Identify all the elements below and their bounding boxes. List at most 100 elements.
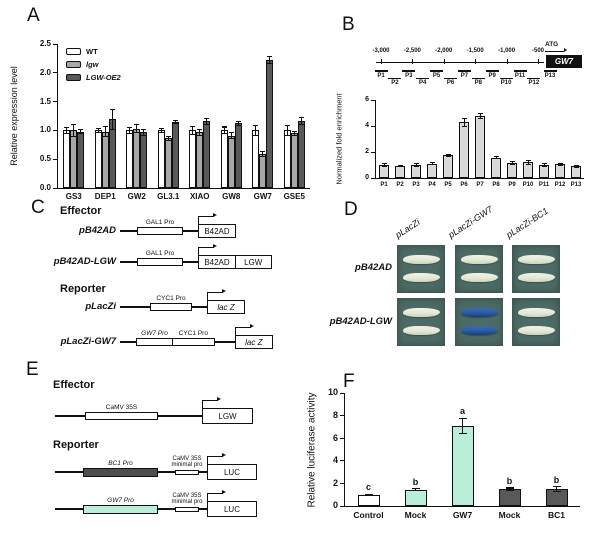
error-bar-cap [221, 133, 227, 135]
y-tick-mark [340, 392, 345, 394]
promoter-box-label-line: CaMV 35S [172, 492, 202, 499]
gene-box: LGW [201, 397, 253, 424]
error-bar-cap [284, 125, 290, 127]
error-bar-cap [102, 125, 108, 127]
error-bar-cap [505, 487, 514, 489]
y-tick-mark [53, 72, 58, 74]
error-bar-cap [573, 166, 579, 168]
error-bar [66, 127, 68, 134]
transcription-arrow [206, 453, 226, 465]
promoter-scale-tick [538, 58, 539, 64]
promoter-box-label: CaMV 35S [105, 404, 138, 412]
panel-c-effector-heading: Effector [60, 205, 102, 217]
error-bar [269, 56, 271, 63]
promoter-box: CaMV 35S minimal pro [171, 493, 203, 512]
legend-swatch [66, 48, 81, 55]
fragment-label: P10 [500, 80, 512, 86]
x-axis [57, 188, 310, 190]
panel-b-label: B [342, 14, 355, 35]
y-tick-label: 6 [365, 95, 369, 103]
y-tick-label: 2 [365, 147, 369, 155]
yeast-plate [397, 298, 445, 346]
error-bar-cap [381, 163, 387, 165]
y-tick-mark [340, 482, 345, 485]
error-bar-cap [172, 119, 178, 121]
error-bar [415, 163, 417, 167]
error-bar-cap [78, 132, 84, 134]
x-axis [344, 506, 580, 508]
legend-item: lgw [66, 58, 121, 71]
error-bar [174, 120, 176, 124]
white-yeast-streak [461, 255, 498, 264]
error-bar-cap [541, 166, 547, 168]
error-bar [129, 127, 131, 134]
x-tick-label: GW8 [222, 191, 241, 201]
gene-box-label: LUC [223, 467, 240, 477]
error-bar-cap [109, 108, 115, 110]
construct-line [158, 508, 175, 510]
error-bar-cap [381, 165, 387, 167]
transcription-arrowhead [249, 324, 254, 328]
transcription-arrow [197, 213, 217, 225]
construct-line [183, 230, 198, 232]
x-tick-label: GSE5 [283, 191, 305, 201]
error-bar [415, 488, 416, 491]
construct-line [158, 471, 175, 473]
error-bar-cap [95, 131, 101, 133]
fragment-label: P11 [514, 72, 526, 79]
x-axis [375, 178, 584, 180]
x-tick-label: P8 [492, 181, 500, 188]
fragment-line [485, 70, 499, 72]
atg-arrowhead [564, 48, 567, 53]
error-bar [206, 118, 208, 125]
construct-line [183, 261, 198, 263]
promoter-box-label: CYC1 Pro [156, 295, 186, 303]
error-bar-cap [413, 163, 419, 165]
y-tick-mark [371, 99, 376, 101]
yeast-plate [512, 298, 560, 346]
construct-row: GW7 Pro CYC1 Pro lac Z [120, 324, 273, 349]
error-bar [509, 487, 510, 491]
panel-c-label: C [31, 197, 45, 218]
error-bar-cap [445, 155, 451, 157]
blue-yeast-streak [461, 308, 498, 317]
error-bar-cap [284, 134, 290, 136]
y-tick-mark [53, 101, 58, 103]
error-bar-cap [158, 132, 164, 134]
fragment-line [527, 77, 541, 79]
white-yeast-streak [403, 308, 440, 317]
construct-line [214, 341, 235, 343]
x-tick-label: XIAO [189, 191, 210, 201]
y-tick-label: 1.5 [39, 96, 51, 106]
chip-enrichment-bar-chart: 0 2 4 6 Normalized fold enrichment P1 P2 P3 P4 P5… [335, 90, 596, 196]
y-tick-label: 4 [332, 455, 338, 466]
gw7-gene-box: GW7 [546, 55, 582, 68]
promoter-box: CYC1 Pro [150, 295, 192, 311]
significance-letter: a [459, 406, 465, 417]
promoter-position-label: -3,000 [372, 48, 390, 54]
y-tick-mark [340, 437, 345, 439]
error-bar [104, 126, 106, 137]
promoter-scale-tick [381, 58, 382, 64]
transcription-arrow [206, 490, 226, 502]
fragment-label: P2 [391, 80, 399, 86]
error-bar-cap [429, 164, 435, 166]
panel-d-label: D [344, 199, 358, 220]
error-bar-cap [573, 164, 579, 166]
atg-label: ATG [545, 41, 559, 48]
significance-letter: b [553, 474, 560, 485]
transcription-arrowhead [221, 490, 226, 494]
gene-box-label: B42AD [204, 226, 230, 236]
plate-row-label-pb42ad-lgw: pB42AD-LGW [329, 316, 392, 327]
error-bar-cap [397, 164, 403, 166]
yeast-plate [455, 298, 503, 346]
promoter-box: CYC1 Pro [171, 330, 215, 346]
error-bar [255, 125, 257, 135]
fragment-line [499, 77, 513, 79]
construct-row-label: pLacZi [85, 301, 116, 312]
error-bar-cap [429, 162, 435, 164]
promoter-position-label: -1,000 [498, 48, 516, 54]
construct-line [120, 261, 137, 263]
atg-arrow-line [545, 50, 564, 52]
fragment-label: P13 [544, 72, 556, 79]
